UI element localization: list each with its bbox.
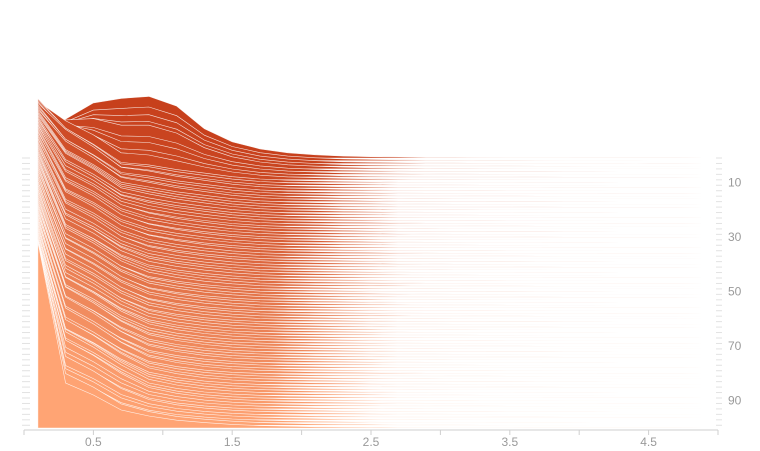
- x-tick-label: 1.5: [224, 435, 241, 449]
- y-tick-label: 50: [728, 285, 742, 299]
- y-tick-label: 10: [728, 176, 742, 190]
- x-tick-label: 2.5: [363, 435, 380, 449]
- x-tick-label: 0.5: [85, 435, 102, 449]
- x-tick-label: 4.5: [640, 435, 657, 449]
- ridge-series-6: [37, 108, 705, 172]
- ridge-series-100: [37, 241, 705, 429]
- x-tick-label: 3.5: [501, 435, 518, 449]
- x-axis: 0.5 1.5 2.5 3.5 4.5: [23, 429, 719, 449]
- y-tick-label: 70: [728, 339, 742, 353]
- y-axis: 10 30 50 70 90: [22, 157, 742, 426]
- y-tick-label: 30: [728, 230, 742, 244]
- ridges-layer: [37, 96, 705, 429]
- y-tick-label: 90: [728, 394, 742, 408]
